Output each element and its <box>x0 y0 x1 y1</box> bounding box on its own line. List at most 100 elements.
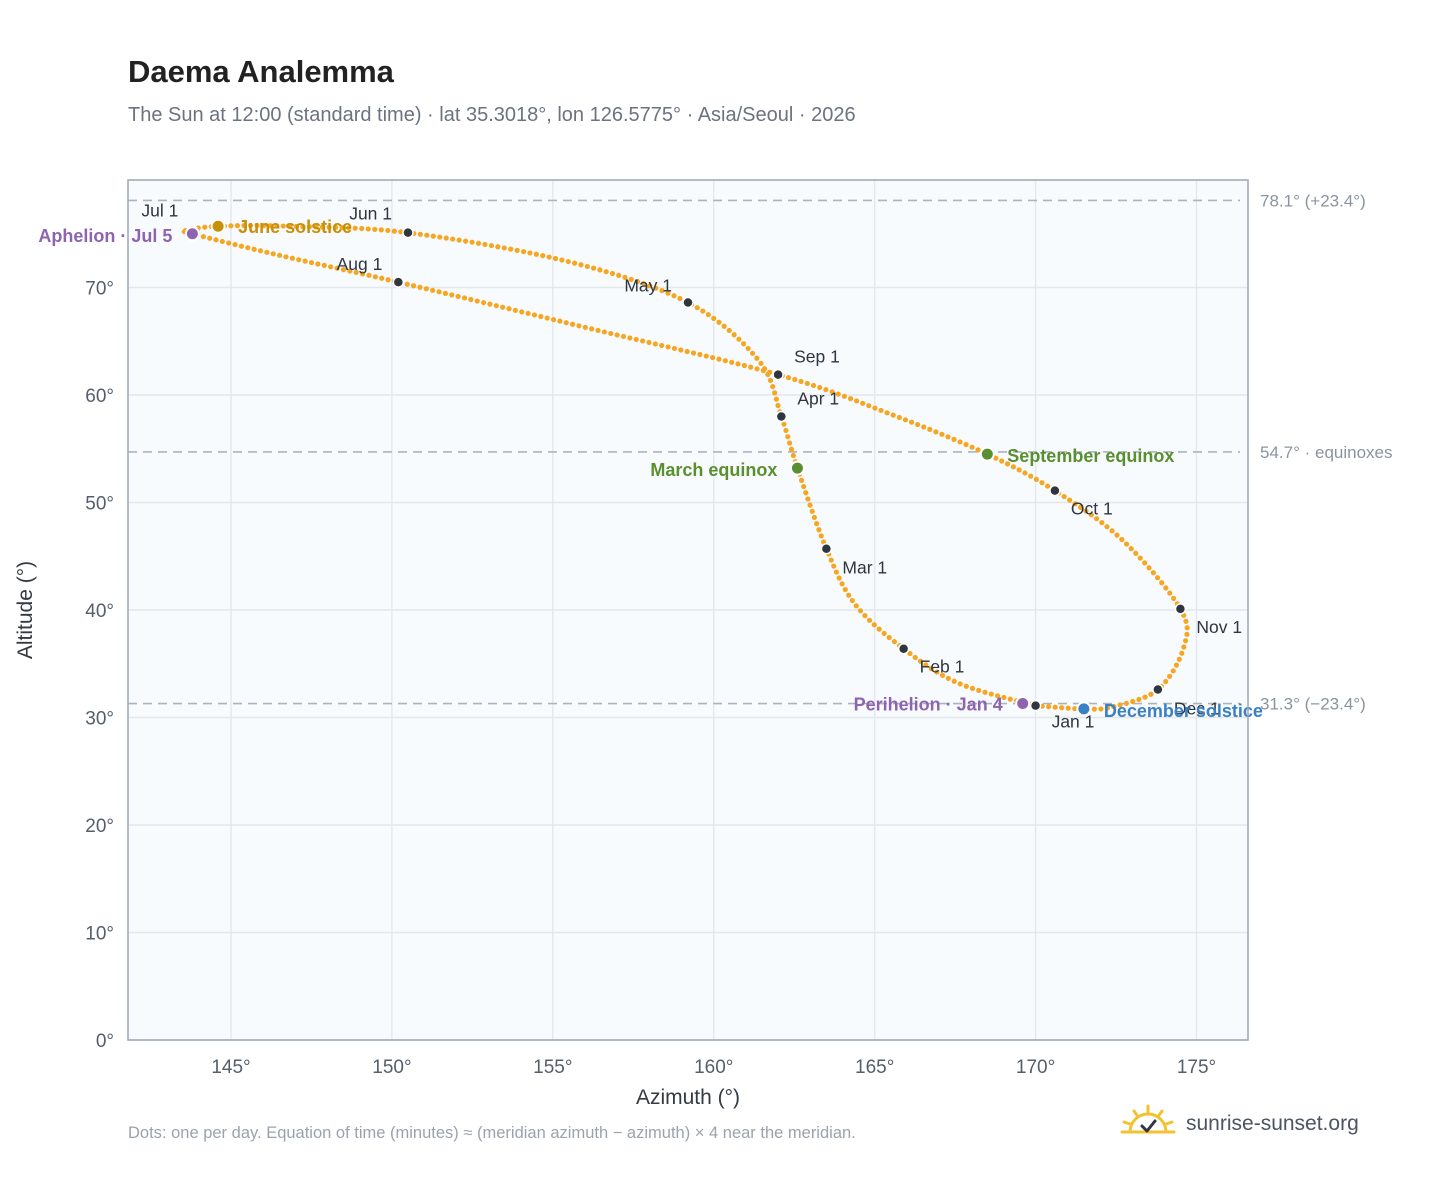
daily-sun-dot <box>597 267 603 273</box>
month-markers: Jan 1 Feb 1 Mar 1 Apr 1 May 1 Jun 1 Jul 1 Aug 1… <box>141 201 1242 732</box>
month-label: Dec 1 <box>1174 699 1220 719</box>
daily-sun-dot <box>1128 546 1134 552</box>
daily-sun-dot <box>767 377 774 384</box>
daily-sun-dot <box>735 361 741 367</box>
daily-sun-dot <box>853 603 859 609</box>
daily-sun-dot <box>346 225 352 231</box>
daily-sun-dot <box>372 226 378 232</box>
daily-sun-dot <box>805 496 811 502</box>
daily-sun-dot <box>939 672 946 678</box>
daily-sun-dot <box>1182 638 1189 644</box>
daily-sun-dot <box>1146 565 1152 571</box>
daily-sun-dot <box>1052 704 1058 710</box>
daily-sun-dot <box>921 424 927 430</box>
daily-sun-dot <box>328 264 334 270</box>
daily-sun-dot <box>245 245 251 251</box>
daily-sun-dot <box>988 691 994 697</box>
daily-sun-dot <box>1104 524 1110 530</box>
daily-sun-dot <box>700 308 706 314</box>
daily-sun-dot <box>810 382 817 389</box>
daily-sun-dot <box>254 222 260 229</box>
daily-sun-dot <box>313 224 319 230</box>
chart-subtitle: The Sun at 12:00 (standard time) · lat 3… <box>128 104 856 126</box>
daily-sun-dot <box>891 638 897 645</box>
daily-sun-dot <box>424 232 430 238</box>
daily-sun-dot <box>620 333 627 340</box>
daily-sun-dot <box>907 650 913 657</box>
daily-sun-dot <box>818 533 824 539</box>
daily-sun-dot <box>622 274 628 280</box>
daily-sun-dot <box>641 280 647 287</box>
daily-sun-dot <box>519 309 525 315</box>
month-label: Oct 1 <box>1071 499 1113 519</box>
daily-sun-dot <box>917 658 924 664</box>
daily-sun-dot <box>809 508 815 514</box>
daily-sun-dot <box>628 276 634 282</box>
daily-sun-dot <box>1119 536 1125 543</box>
daily-sun-dot <box>1065 705 1071 711</box>
reference-lines: 78.1° (+23.4°) 54.7° · equinoxes 31.3° (−2… <box>128 191 1393 714</box>
event-label: March equinox <box>650 460 777 480</box>
daily-sun-dot <box>557 318 563 324</box>
daily-sun-dot <box>1046 704 1052 710</box>
daily-sun-dot <box>915 421 921 428</box>
event-point <box>1015 696 1031 712</box>
y-tick-label: 10° <box>85 924 114 945</box>
daily-sun-dot <box>508 246 514 252</box>
chart-title: Daema Analemma <box>128 54 394 89</box>
footnote: Dots: one per day. Equation of time (min… <box>128 1124 856 1142</box>
daily-sun-dot <box>595 327 601 334</box>
daily-sun-dot <box>785 375 792 381</box>
daily-sun-dot <box>785 434 791 440</box>
daily-sun-dot <box>963 683 969 689</box>
reference-line-label: 54.7° · equinoxes <box>1260 443 1393 462</box>
daily-sun-dot <box>705 312 711 318</box>
daily-sun-dot <box>1179 650 1185 656</box>
daily-sun-dot <box>267 223 273 229</box>
daily-sun-dot <box>1039 480 1045 486</box>
daily-sun-dot <box>379 275 385 281</box>
daily-sun-dot <box>860 400 866 406</box>
x-axis-label: Azimuth (°) <box>636 1086 740 1109</box>
daily-sun-dot <box>1033 476 1039 482</box>
daily-sun-dot <box>1077 504 1084 510</box>
daily-sun-dot <box>589 326 595 332</box>
daily-sun-dot <box>339 225 345 231</box>
daily-sun-dot <box>404 281 410 287</box>
daily-sun-dot <box>1150 570 1156 576</box>
daily-sun-dot <box>876 626 882 632</box>
daily-sun-dot <box>261 223 267 229</box>
daily-sun-dot <box>1137 555 1143 561</box>
daily-sun-dot <box>665 290 671 296</box>
daily-sun-dot <box>559 257 565 263</box>
plot-frame <box>127 179 1249 1041</box>
brand-logo[interactable]: sunrise-sunset.org <box>1120 1102 1359 1146</box>
daily-sun-dot <box>1072 705 1078 712</box>
daily-sun-dot <box>232 241 238 248</box>
daily-sun-dot <box>488 242 495 249</box>
event-point <box>979 446 995 462</box>
daily-sun-dot <box>546 254 552 260</box>
x-tick-label: 175° <box>1177 1057 1216 1078</box>
y-tick-label: 60° <box>85 386 114 407</box>
event-point <box>184 226 200 242</box>
daily-sun-dot <box>781 421 787 427</box>
month-point <box>897 642 910 655</box>
daily-sun-dot <box>758 360 764 366</box>
daily-sun-dot <box>772 390 778 396</box>
daily-sun-dot <box>591 265 597 271</box>
event-label: Aphelion · Jul 5 <box>38 226 172 246</box>
daily-sun-dot <box>365 226 371 232</box>
daily-sun-dot <box>1181 644 1187 650</box>
daily-sun-dot <box>811 514 818 521</box>
daily-sun-dot <box>450 236 456 242</box>
daily-sun-dot <box>234 223 241 229</box>
daily-sun-dot <box>525 310 531 317</box>
daily-sun-dot <box>219 238 225 245</box>
x-tick-label: 170° <box>1016 1057 1055 1078</box>
daily-sun-dot <box>690 350 697 356</box>
daily-sun-dot <box>372 274 378 280</box>
daily-sun-dot <box>722 358 728 364</box>
daily-sun-dot <box>754 355 760 361</box>
daily-sun-dot <box>647 283 653 289</box>
